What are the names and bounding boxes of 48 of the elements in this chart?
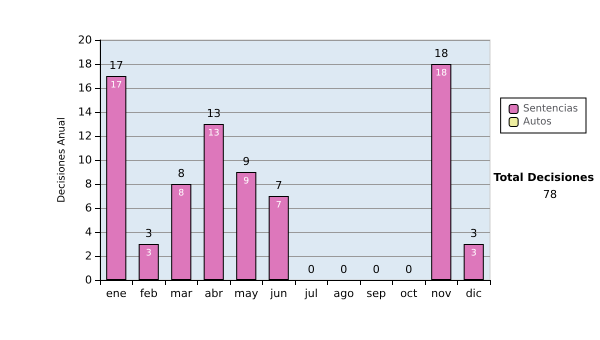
data-label: 3: [146, 248, 152, 258]
x-tick-label: sep: [366, 287, 386, 300]
total-label: 8: [178, 167, 185, 180]
text: Total Decisiones: [494, 171, 594, 184]
total-label: 7: [275, 179, 282, 192]
total-label: 18: [434, 47, 448, 60]
y-tick-label: 2: [85, 250, 92, 262]
total-label: 0: [340, 263, 348, 276]
y-tick-label: 14: [78, 106, 92, 118]
total-label: 13: [206, 107, 221, 120]
y-tick-label: 20: [78, 34, 92, 46]
x-tick-label: mar: [170, 287, 193, 300]
total-label: 0: [372, 263, 380, 276]
total-label: 3: [470, 227, 478, 240]
total-label: 0: [308, 263, 315, 276]
x-tick-label: oct: [400, 287, 418, 300]
total-label: 3: [145, 227, 152, 240]
data-label: 3: [470, 248, 477, 258]
x-tick-label: may: [234, 287, 259, 300]
data-label: 9: [243, 176, 250, 186]
y-tick-label: 8: [85, 178, 92, 190]
x-tick-label: ago: [334, 287, 354, 300]
data-label: 17: [110, 80, 122, 90]
legend-label: Sentencias: [523, 104, 578, 114]
data-label: 13: [208, 128, 220, 138]
total-label: 9: [242, 155, 250, 168]
y-tick-label: 12: [78, 130, 92, 142]
x-tick-label: jul: [304, 287, 318, 300]
x-tick-label: jun: [269, 287, 288, 300]
x-tick-label: ene: [106, 287, 127, 300]
x-tick-label: feb: [140, 287, 158, 300]
data-label: 7: [276, 200, 282, 210]
y-axis-title: Decisiones Anual: [56, 117, 68, 203]
x-tick-label: nov: [431, 287, 452, 300]
y-tick-label: 4: [85, 226, 92, 238]
y-tick-label: 10: [78, 154, 92, 166]
legend-label: Autos: [523, 116, 552, 128]
y-tick-label: 16: [78, 82, 92, 94]
y-tick-label: 18: [78, 58, 92, 70]
text: 78: [543, 188, 558, 201]
x-tick-label: abr: [204, 287, 224, 300]
total-label: 0: [405, 263, 412, 276]
data-label: 18: [436, 68, 448, 78]
data-label: 8: [178, 188, 184, 198]
y-tick-label: 6: [85, 202, 92, 214]
total-label: 17: [109, 59, 124, 72]
y-tick-label: 0: [85, 274, 92, 286]
x-tick-label: dic: [466, 287, 482, 300]
